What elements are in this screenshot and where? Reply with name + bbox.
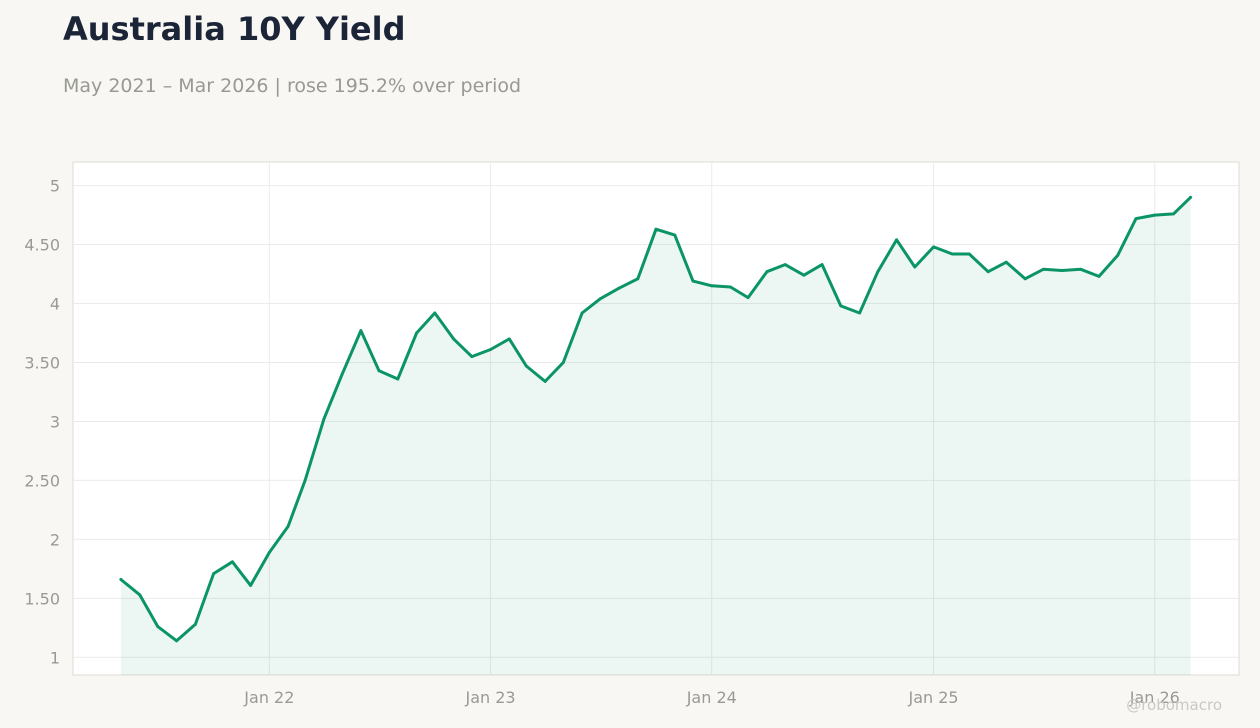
series-layer <box>119 195 1192 675</box>
data-point <box>194 622 197 626</box>
y-tick-label: 4 <box>50 295 60 314</box>
data-point <box>377 369 381 373</box>
data-point <box>119 578 123 581</box>
data-point <box>895 238 898 242</box>
data-point <box>913 265 917 269</box>
tick-labels: 1 1.50 2 2.50 3 3.50 4 4.50 5 Jan 22 Jan 23 Jan 24 J… <box>24 177 1179 707</box>
data-point <box>617 286 621 290</box>
data-point <box>1041 267 1045 271</box>
data-point <box>1134 217 1138 221</box>
data-point <box>507 337 511 341</box>
y-tick-label: 5 <box>50 177 60 196</box>
grid-lines <box>73 162 1239 675</box>
data-point <box>470 355 474 358</box>
y-tick-label: 1.50 <box>24 589 60 608</box>
data-point <box>746 296 750 299</box>
x-tick-label: Jan 23 <box>464 688 515 707</box>
data-point <box>950 252 954 256</box>
data-point <box>452 337 455 341</box>
data-point <box>654 227 658 231</box>
data-point <box>524 364 528 368</box>
data-point <box>303 479 307 482</box>
data-point <box>691 279 695 283</box>
data-point <box>636 277 640 281</box>
data-point <box>340 372 344 376</box>
data-point <box>1004 260 1008 264</box>
data-point <box>322 417 326 421</box>
data-point <box>1079 267 1083 271</box>
data-point <box>175 639 179 643</box>
data-point <box>359 329 363 332</box>
data-point <box>783 263 787 266</box>
watermark: @robomacro <box>1126 696 1222 714</box>
data-point <box>802 273 806 277</box>
data-point <box>1060 269 1064 272</box>
data-point <box>489 348 492 351</box>
data-point <box>598 297 602 301</box>
y-tick-label: 4.50 <box>24 236 60 255</box>
data-point <box>156 625 160 628</box>
data-point <box>286 525 290 528</box>
data-point <box>268 551 271 554</box>
data-point <box>858 311 861 315</box>
data-point <box>932 245 935 249</box>
data-point <box>231 560 234 564</box>
y-tick-label: 2.50 <box>24 471 60 490</box>
data-point <box>839 304 843 308</box>
data-point <box>876 270 880 274</box>
plot-area <box>72 161 1240 676</box>
x-tick-label: Jan 22 <box>243 688 294 707</box>
data-point <box>986 270 990 274</box>
chart-title: Australia 10Y Yield <box>63 10 406 48</box>
y-tick-label: 3 <box>50 412 60 431</box>
data-point <box>710 284 714 288</box>
x-tick-label: Jan 26 <box>1129 688 1180 707</box>
data-point <box>1153 213 1157 217</box>
data-point <box>1189 196 1192 199</box>
data-point <box>396 377 400 381</box>
data-point <box>543 380 547 383</box>
data-point <box>138 593 142 597</box>
data-point <box>433 311 437 315</box>
y-tick-label: 3.50 <box>24 353 60 372</box>
y-tick-label: 2 <box>50 530 60 549</box>
data-point <box>1097 275 1101 278</box>
data-point <box>1023 277 1027 281</box>
data-point <box>673 233 677 237</box>
data-point <box>212 572 216 575</box>
data-point <box>729 285 732 289</box>
data-point <box>820 263 824 266</box>
y-tick-label: 1 <box>50 648 60 667</box>
data-point <box>561 361 565 364</box>
x-tick-label: Jan 24 <box>686 688 737 707</box>
data-point <box>765 270 769 274</box>
data-point <box>1172 212 1175 216</box>
data-point <box>415 331 418 335</box>
x-tick-label: Jan 25 <box>908 688 959 707</box>
data-point <box>249 584 253 587</box>
chart-subtitle: May 2021 – Mar 2026 | rose 195.2% over p… <box>63 75 522 97</box>
data-point <box>580 311 584 315</box>
series-area-fill <box>120 197 1191 675</box>
data-point <box>967 252 971 256</box>
data-point <box>1116 253 1120 257</box>
